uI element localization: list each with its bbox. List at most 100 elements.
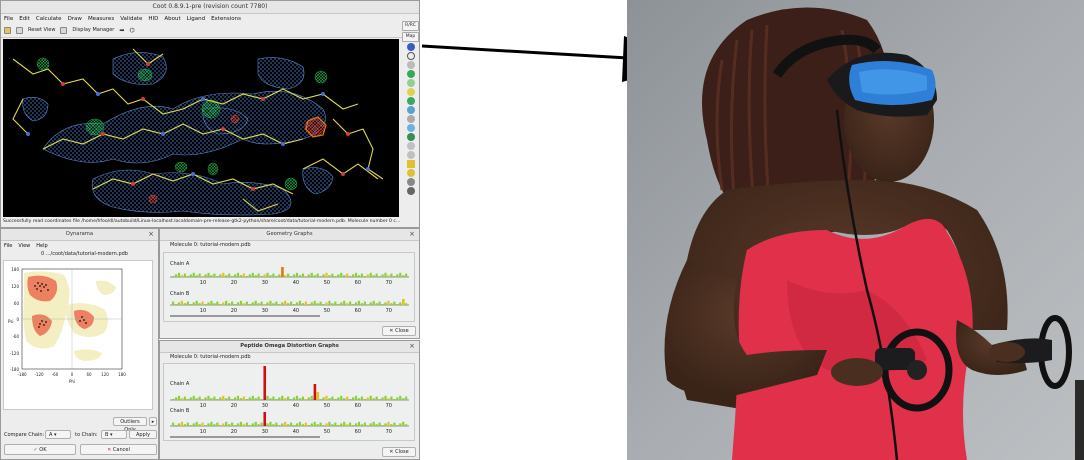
flip-peptide-icon[interactable] xyxy=(406,88,415,96)
outlier-bar xyxy=(263,412,267,426)
warning-icon[interactable] xyxy=(406,160,415,168)
residue-bar xyxy=(204,425,207,426)
radiation-icon[interactable] xyxy=(406,169,415,177)
residue-bar xyxy=(290,422,293,426)
arrow-right-icon[interactable]: ➡ xyxy=(119,27,125,34)
pointer-icon[interactable] xyxy=(406,187,415,195)
residue-tick: 70 xyxy=(386,280,392,286)
close-icon[interactable]: × xyxy=(148,230,154,238)
residue-bar xyxy=(307,397,310,400)
scroll-arrow-button[interactable]: ▸ xyxy=(149,417,157,426)
residue-bar xyxy=(233,425,237,426)
add-terminal-icon[interactable] xyxy=(406,115,415,123)
refine-icon[interactable] xyxy=(406,43,415,51)
outliers-only-toggle[interactable]: Outliers Only xyxy=(113,417,147,433)
menu-ligand[interactable]: Ligand xyxy=(186,16,206,22)
residue-bar xyxy=(254,421,257,426)
compare-chain-select[interactable]: A ▾ xyxy=(45,430,71,439)
reset-view-icon[interactable] xyxy=(16,27,23,34)
close-icon[interactable]: × xyxy=(409,342,415,350)
sidechain-icon[interactable] xyxy=(406,97,415,105)
measure-icon[interactable] xyxy=(406,178,415,186)
residue-bar xyxy=(292,274,296,277)
residue-bar xyxy=(402,275,405,277)
menu-measures[interactable]: Measures xyxy=(87,16,115,22)
menu-draw[interactable]: Draw xyxy=(67,16,82,22)
display-manager-button[interactable]: Display Manager xyxy=(72,27,115,33)
residue-bar xyxy=(222,302,225,305)
residue-bar xyxy=(360,303,363,305)
ligand-icon[interactable]: ⌬ xyxy=(129,27,135,34)
y-tick: 60 xyxy=(14,301,20,306)
residue-bar xyxy=(349,422,352,426)
residue-bar xyxy=(248,425,251,426)
residue-bar xyxy=(405,273,408,277)
menu-edit[interactable]: Edit xyxy=(19,16,30,22)
residue-bar xyxy=(236,395,240,400)
ligand-add-icon[interactable] xyxy=(406,133,415,141)
dynarama-subtitle: 0 .../coot/data/tutorial-modern.pdb xyxy=(41,251,128,257)
geometry-title: Geometry Graphs xyxy=(266,231,313,237)
residue-bar xyxy=(369,423,372,426)
geometry-graph-area[interactable]: Chain A 10 20 30 40 50 60 70 Chain B 10 20 30 40 50 60… xyxy=(163,252,415,322)
reset-view-button[interactable]: Reset View xyxy=(28,27,56,33)
residue-bar xyxy=(301,303,304,305)
open-folder-icon[interactable] xyxy=(4,27,11,34)
menu-file[interactable]: File xyxy=(4,16,14,22)
omega-close-button[interactable]: ✕ Close xyxy=(382,447,416,457)
water-icon[interactable] xyxy=(406,124,415,132)
dynarama-titlebar: Dynarama × xyxy=(1,229,158,241)
rrc-button[interactable]: R/RC xyxy=(402,21,419,31)
ramachandran-plot-area[interactable]: 180 120 60 0 -60 -120 -180 -180 -120 -60… xyxy=(3,260,153,410)
residue-bar xyxy=(210,275,213,277)
menu-about[interactable]: About xyxy=(164,16,181,22)
residue-bar xyxy=(207,302,210,305)
dyn-menu-help[interactable]: Help xyxy=(36,243,48,249)
torsion-icon[interactable] xyxy=(406,79,415,87)
residue-bar xyxy=(399,302,402,305)
undo-icon[interactable] xyxy=(406,142,415,150)
close-icon[interactable]: × xyxy=(409,230,415,238)
residue-bar xyxy=(281,395,284,400)
menu-hid[interactable]: HID xyxy=(148,16,159,22)
rama-points xyxy=(34,282,87,328)
menu-validate[interactable]: Validate xyxy=(120,16,143,22)
residue-bar xyxy=(393,399,396,400)
residue-tick: 50 xyxy=(324,429,330,435)
rotamer-icon[interactable] xyxy=(406,70,415,78)
ok-button[interactable]: ✓ OK xyxy=(4,444,76,455)
to-chain-label: to Chain: xyxy=(75,432,98,438)
residue-bar xyxy=(378,422,381,426)
residue-bar xyxy=(248,274,251,277)
geometry-close-button[interactable]: ✕ Close xyxy=(382,326,416,336)
residue-tick: 50 xyxy=(324,280,330,286)
rigid-body-icon[interactable] xyxy=(406,61,415,69)
molecular-viewport[interactable] xyxy=(3,39,399,217)
to-chain-select[interactable]: B ▾ xyxy=(101,430,127,439)
regularize-icon[interactable] xyxy=(406,52,415,60)
residue-bar xyxy=(301,424,304,426)
map-button[interactable]: Map xyxy=(402,32,419,42)
residue-bar xyxy=(231,422,234,426)
residue-bar xyxy=(222,272,225,277)
residue-tick: 10 xyxy=(200,429,206,435)
chain-label: Chain A xyxy=(170,381,190,387)
residue-bar xyxy=(177,395,181,400)
residue-bar xyxy=(387,275,390,277)
residue-bar xyxy=(310,423,313,426)
menu-calculate[interactable]: Calculate xyxy=(35,16,62,22)
apply-button[interactable]: Apply xyxy=(129,430,157,439)
menu-extensions[interactable]: Extensions xyxy=(211,16,241,22)
dyn-menu-view[interactable]: View xyxy=(18,243,31,249)
residue-bar xyxy=(177,302,181,305)
residue-bar xyxy=(225,398,228,400)
residue-bar xyxy=(307,425,310,426)
outlier-bar xyxy=(402,299,405,305)
display-manager-icon[interactable] xyxy=(60,27,68,34)
omega-graph-area[interactable]: Chain A 10 20 30 40 50 60 70 Chain B 10 20 30 40 50 60… xyxy=(163,363,415,441)
mutate-icon[interactable] xyxy=(406,106,415,114)
redo-icon[interactable] xyxy=(406,151,415,159)
dyn-menu-file[interactable]: File xyxy=(4,243,13,249)
cancel-button[interactable]: ✕ Cancel xyxy=(80,444,157,455)
residue-bar xyxy=(251,272,254,277)
